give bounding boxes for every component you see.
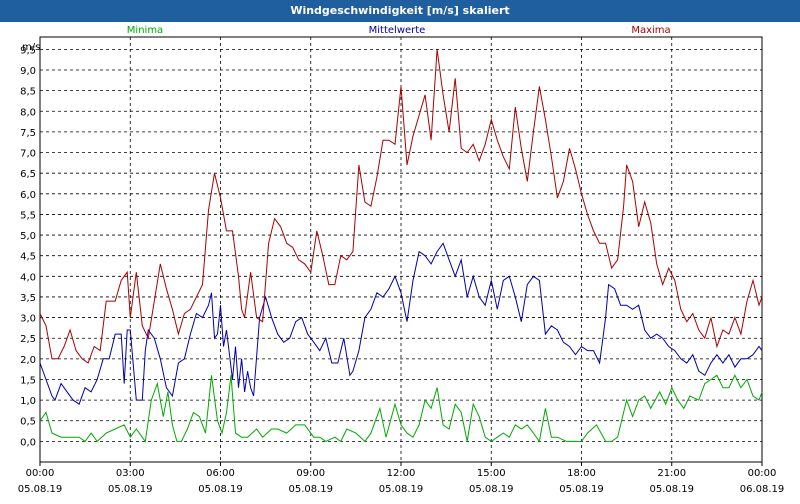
y-unit-label: m/s bbox=[22, 42, 40, 53]
chart-area: 0,0 0,5 1,0 1,5 2,0 2,5 3,0 3,5 4,0 4,5 5,0 5,5 6,0 6… bbox=[0, 22, 800, 500]
x-tick-date-label: 05.08.19 bbox=[469, 484, 514, 495]
y-tick-label: 0,0 bbox=[20, 437, 36, 448]
wind-speed-chart: 0,0 0,5 1,0 1,5 2,0 2,5 3,0 3,5 4,0 4,5 5,0 5,5 6,0 6… bbox=[18, 25, 785, 495]
grid bbox=[39, 36, 763, 463]
x-tick-date-label: 05.08.19 bbox=[559, 484, 604, 495]
x-tick-time-label: 00:00 bbox=[26, 468, 55, 479]
y-tick-label: 5,0 bbox=[20, 231, 36, 242]
y-tick-label: 6,0 bbox=[20, 190, 36, 201]
y-tick-label: 7,5 bbox=[20, 128, 36, 139]
x-tick-time-label: 00:00 bbox=[748, 468, 777, 479]
y-tick-label: 7,0 bbox=[20, 149, 36, 160]
series-line-maxima bbox=[39, 49, 763, 364]
y-tick-label: 5,5 bbox=[20, 210, 36, 221]
x-axis-ticks: 00:00 05.08.19 03:00 05.08.19 06:00 05.08.19 0… bbox=[18, 462, 785, 495]
y-tick-label: 2,5 bbox=[20, 334, 36, 345]
x-tick-time-label: 03:00 bbox=[116, 468, 145, 479]
y-tick-label: 9,5 bbox=[20, 45, 36, 56]
x-tick-date-label: 05.08.19 bbox=[198, 484, 243, 495]
x-tick-date-label: 05.08.19 bbox=[649, 484, 694, 495]
x-tick-time-label: 12:00 bbox=[387, 468, 416, 479]
y-tick-label: 2,0 bbox=[20, 355, 36, 366]
x-tick-time-label: 09:00 bbox=[296, 468, 325, 479]
y-tick-label: 8,5 bbox=[20, 87, 36, 98]
y-tick-label: 9,0 bbox=[20, 66, 36, 77]
y-tick-label: 1,0 bbox=[20, 396, 36, 407]
y-tick-label: 3,0 bbox=[20, 314, 36, 325]
y-tick-label: 4,0 bbox=[20, 272, 36, 283]
window-title: Windgeschwindigkeit [m/s] skaliert bbox=[0, 0, 800, 22]
x-tick-date-label: 05.08.19 bbox=[108, 484, 153, 495]
y-tick-label: 3,5 bbox=[20, 293, 36, 304]
y-tick-label: 1,5 bbox=[20, 375, 36, 386]
series-line-minima bbox=[39, 374, 763, 443]
x-tick-time-label: 21:00 bbox=[657, 468, 686, 479]
x-tick-time-label: 15:00 bbox=[477, 468, 506, 479]
y-tick-label: 8,0 bbox=[20, 107, 36, 118]
legend: Minima Mittelwerte Maxima bbox=[127, 25, 671, 36]
y-tick-label: 0,5 bbox=[20, 417, 36, 428]
series-line-mittelwerte bbox=[39, 242, 763, 405]
legend-label-maxima: Maxima bbox=[631, 25, 670, 36]
y-tick-label: 4,5 bbox=[20, 252, 36, 263]
series-lines bbox=[39, 49, 763, 443]
x-tick-date-label: 05.08.19 bbox=[379, 484, 424, 495]
y-tick-label: 6,5 bbox=[20, 169, 36, 180]
x-tick-date-label: 05.08.19 bbox=[288, 484, 333, 495]
x-tick-time-label: 06:00 bbox=[206, 468, 235, 479]
x-tick-time-label: 18:00 bbox=[567, 468, 596, 479]
x-tick-date-label: 06.08.19 bbox=[740, 484, 785, 495]
x-tick-date-label: 05.08.19 bbox=[18, 484, 63, 495]
legend-label-mittelwerte: Mittelwerte bbox=[369, 25, 426, 36]
y-axis-ticks: 0,0 0,5 1,0 1,5 2,0 2,5 3,0 3,5 4,0 4,5 5,0 5,5 6,0 6… bbox=[20, 45, 36, 448]
legend-label-minima: Minima bbox=[127, 25, 163, 36]
